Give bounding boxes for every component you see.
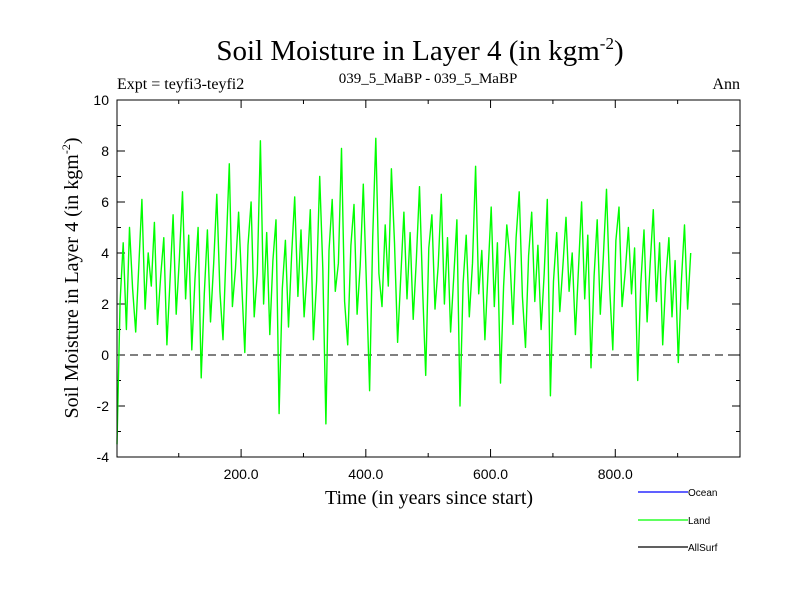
period-label: 039_5_MaBP - 039_5_MaBP (339, 71, 518, 87)
chart-title-main: Soil Moisture in Layer 4 (in kgm (216, 35, 600, 67)
x-axis-label: Time (in years since start) (325, 487, 533, 509)
season-label: Ann (712, 76, 740, 93)
legend: Ocean Land AllSurf (638, 488, 718, 554)
legend-label-land: Land (688, 516, 710, 527)
plot-area (116, 137, 740, 445)
experiment-label: Expt = teyfi3-teyfi2 (117, 76, 244, 93)
y-tick-label: 6 (101, 194, 109, 210)
y-tick-label: 0 (101, 347, 109, 363)
y-axis-label-main: Soil Moisture in Layer 4 (in kgm (61, 154, 83, 419)
x-tick-label: 800.0 (598, 466, 633, 482)
x-tick-label: 200.0 (224, 466, 259, 482)
y-tick-label: -2 (97, 398, 110, 414)
y-tick-label: 2 (101, 296, 109, 312)
series-line-land (116, 137, 692, 445)
chart-title: Soil Moisture in Layer 4 (in kgm-2) (216, 34, 623, 67)
y-axis-label-close: ) (61, 137, 83, 144)
chart-title-close: ) (614, 35, 624, 67)
y-tick-label: 4 (101, 245, 109, 261)
y-tick-label: -4 (97, 449, 110, 465)
y-axis-label: Soil Moisture in Layer 4 (in kgm-2) (59, 137, 83, 418)
y-tick-label: 8 (101, 143, 109, 159)
chart-title-sup: -2 (600, 34, 614, 53)
x-tick-label: 600.0 (473, 466, 508, 482)
legend-label-ocean: Ocean (688, 488, 717, 499)
x-tick-label: 400.0 (348, 466, 383, 482)
y-tick-label: 10 (93, 92, 109, 108)
legend-label-allsurf: AllSurf (688, 543, 718, 554)
y-axis-label-sup: -2 (59, 144, 73, 154)
plot-frame (116, 99, 741, 458)
